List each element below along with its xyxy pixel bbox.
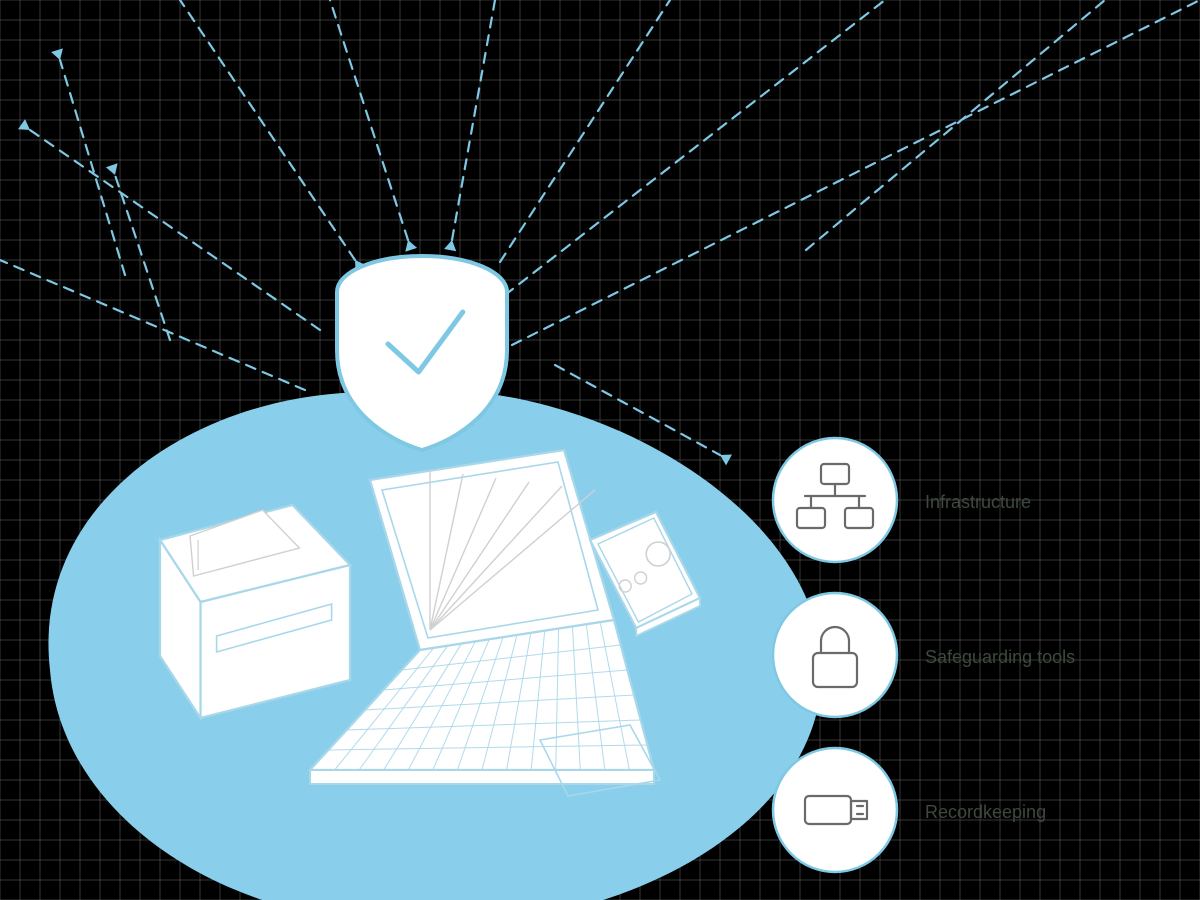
legend-item-infrastructure: [773, 438, 897, 562]
diagram-svg: [0, 0, 1200, 900]
legend-label-recordkeeping: Recordkeeping: [925, 802, 1046, 823]
legend-item-safeguarding: [773, 593, 897, 717]
legend-label-safeguarding: Safeguarding tools: [925, 647, 1075, 668]
printer-icon: [160, 505, 350, 718]
legend: [773, 438, 897, 872]
security-infographic: Infrastructure Safeguarding tools Record…: [0, 0, 1200, 900]
legend-item-recordkeeping: [773, 748, 897, 872]
legend-label-infrastructure: Infrastructure: [925, 492, 1031, 513]
